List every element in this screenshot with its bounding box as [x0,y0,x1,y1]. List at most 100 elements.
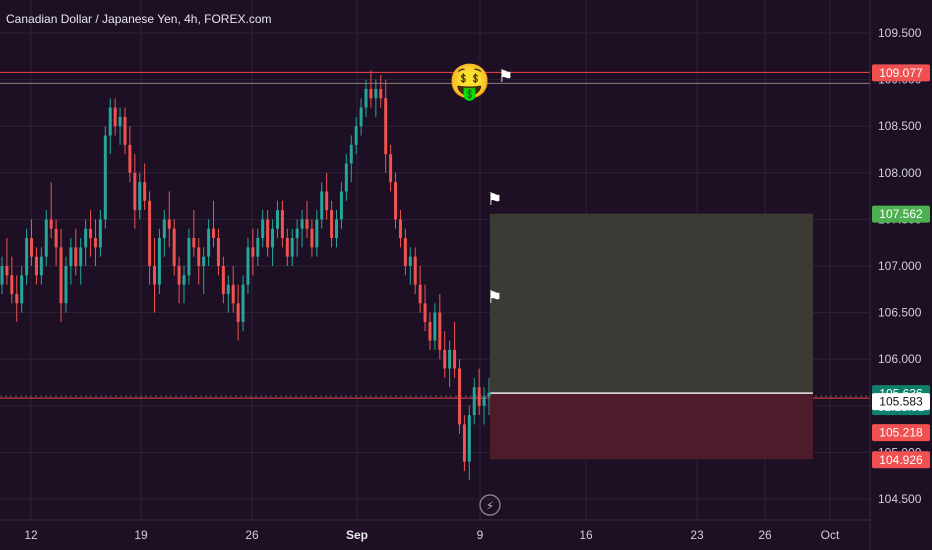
candle-body[interactable] [462,424,466,462]
candle-body[interactable] [413,256,417,285]
candle-body[interactable] [364,88,368,108]
candle-body[interactable] [192,238,196,248]
candle-body[interactable] [202,256,206,266]
candle-body[interactable] [290,238,294,257]
candle-body[interactable] [482,396,486,406]
candle-body[interactable] [93,238,97,248]
candle-body[interactable] [394,182,398,220]
candle-body[interactable] [369,88,373,99]
candle-body[interactable] [428,321,432,341]
candle-body[interactable] [275,210,279,229]
candle-body[interactable] [472,387,476,416]
candle-body[interactable] [34,256,38,276]
candle-body[interactable] [64,266,68,304]
candle-body[interactable] [231,284,235,304]
candle-body[interactable] [453,349,457,369]
candle-body[interactable] [143,182,147,201]
candle-body[interactable] [266,219,270,248]
candle-body[interactable] [49,219,53,229]
candle-body[interactable] [138,182,142,211]
candle-body[interactable] [5,266,9,276]
candle-body[interactable] [20,275,24,304]
candle-body[interactable] [344,163,348,192]
candle-body[interactable] [325,191,329,211]
candle-body[interactable] [197,247,201,266]
candle-body[interactable] [207,228,211,257]
candle-body[interactable] [379,88,383,99]
candle-body[interactable] [339,191,343,220]
candle-body[interactable] [487,392,491,397]
candle-body[interactable] [241,284,245,322]
candle-body[interactable] [285,238,289,257]
candle-body[interactable] [398,219,402,239]
candle-body[interactable] [295,228,299,239]
candle-body[interactable] [84,228,88,248]
candle-body[interactable] [216,238,220,266]
candle-body[interactable] [54,228,58,248]
candle-body[interactable] [423,303,427,322]
candle-body[interactable] [98,219,102,248]
candle-body[interactable] [246,247,250,285]
candle-body[interactable] [79,247,83,266]
candle-body[interactable] [69,247,73,266]
candle-body[interactable] [305,219,309,229]
candle-body[interactable] [330,210,334,239]
candle-body[interactable] [10,275,14,294]
lightning-badge[interactable] [479,494,501,516]
candle-body[interactable] [148,200,152,266]
candle-body[interactable] [177,266,181,285]
candle-body[interactable] [236,303,240,322]
candle-body[interactable] [108,107,112,136]
money-face-icon[interactable]: 🤑 [449,62,491,102]
target-zone[interactable] [490,213,813,394]
candle-body[interactable] [59,247,63,304]
candle-body[interactable] [44,219,48,257]
candle-body[interactable] [349,144,353,164]
candle-body[interactable] [172,228,176,266]
candle-body[interactable] [15,293,19,304]
candle-body[interactable] [271,228,275,248]
flag-icon[interactable]: ⚑ [498,67,513,87]
stop-zone[interactable] [490,393,813,460]
candle-body[interactable] [310,228,314,248]
candle-body[interactable] [123,116,127,145]
flag-icon[interactable]: ⚑ [487,190,502,210]
candle-body[interactable] [408,256,412,266]
candle-body[interactable] [300,219,304,229]
candle-body[interactable] [182,275,186,285]
candle-body[interactable] [320,191,324,220]
candle-body[interactable] [443,349,447,369]
candle-body[interactable] [438,312,442,350]
candle-body[interactable] [418,284,422,304]
candle-body[interactable] [133,172,137,211]
candle-body[interactable] [152,266,156,285]
candle-body[interactable] [359,107,363,127]
candle-body[interactable] [335,219,339,239]
candle-body[interactable] [128,144,132,173]
candle-body[interactable] [389,154,393,183]
candle-body[interactable] [261,219,265,239]
candle-body[interactable] [221,266,225,294]
x-axis[interactable]: 12 19 26 Sep 9 16 23 26 Oct [0,519,870,542]
flag-icon[interactable]: ⚑ [487,288,502,308]
candle-body[interactable] [167,219,171,229]
candle-body[interactable] [457,368,461,425]
candle-body[interactable] [25,238,29,276]
candle-body[interactable] [467,415,471,462]
candle-body[interactable] [30,238,34,257]
candle-body[interactable] [103,135,107,220]
candle-body[interactable] [157,238,161,285]
candle-body[interactable] [384,98,388,155]
candle-body[interactable] [162,219,166,239]
candle-body[interactable] [433,312,437,341]
candle-body[interactable] [477,387,481,406]
candle-body[interactable] [315,219,319,248]
candle-body[interactable] [187,238,191,276]
candle-body[interactable] [74,247,78,266]
candle-body[interactable] [280,210,284,239]
candle-body[interactable] [448,349,452,369]
candle-body[interactable] [403,238,407,266]
candle-body[interactable] [0,266,4,285]
candle-body[interactable] [89,228,93,239]
